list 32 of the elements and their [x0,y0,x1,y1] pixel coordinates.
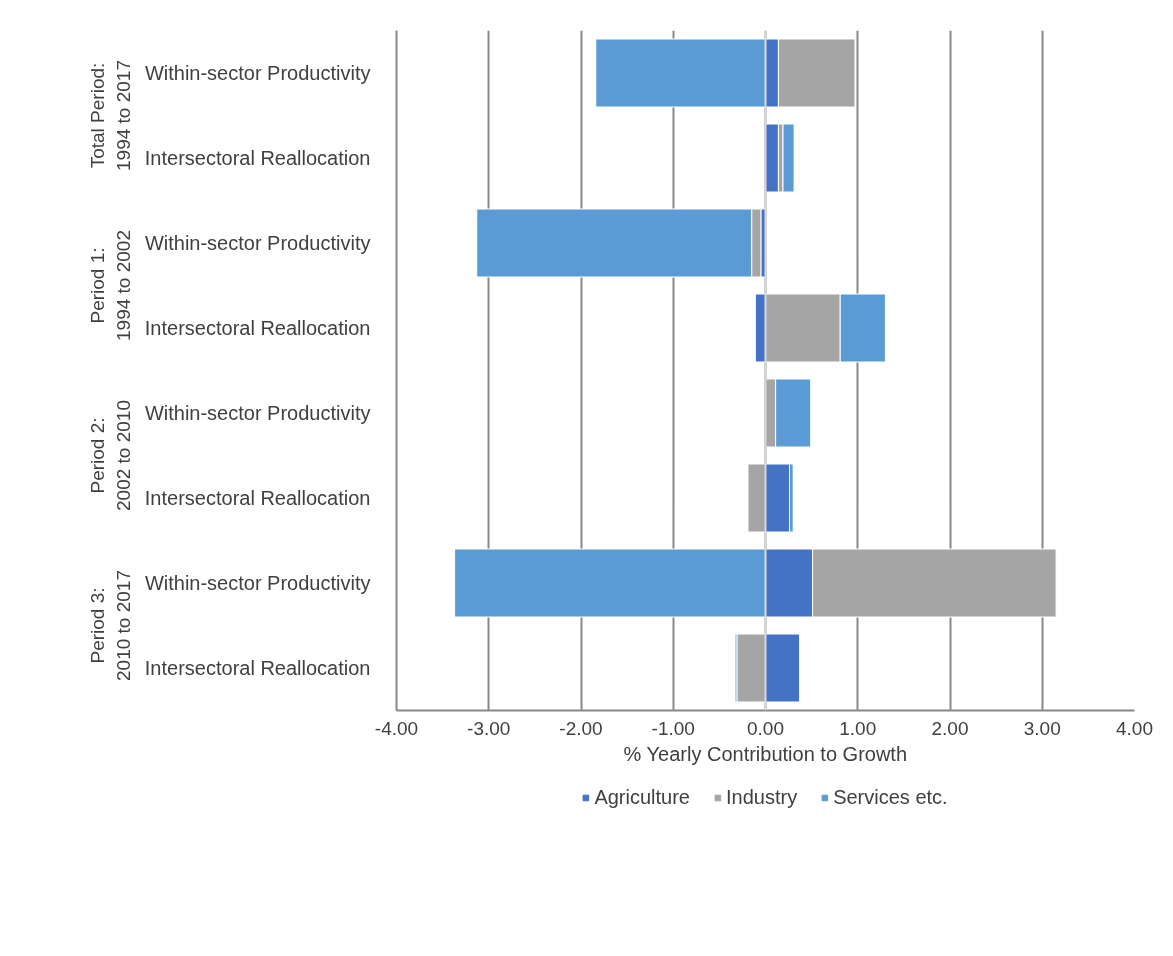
text: Period 3: 2010 to 2017 [87,570,134,681]
x-tick-label: -4.00 [374,717,419,739]
bar [754,293,766,363]
x-tick-label: -3.00 [467,717,511,739]
bar [747,463,766,533]
legend-label: Agriculture [594,785,690,809]
bar [454,548,766,618]
y-tick-label: Intersectoral Reallocation [144,317,371,339]
y-tick-label: Intersectoral Reallocation [144,487,371,509]
bar [736,633,766,703]
text: Period 2: 2002 to 2010 [87,400,134,511]
y-tick-label: Within-sector Productivity [144,402,371,424]
x-tick-label: 2.00 [931,717,969,739]
bar [765,633,801,703]
bar [595,38,766,108]
y-tick-label: Intersectoral Reallocation [144,657,371,679]
y-tick-label: Intersectoral Reallocation [144,147,371,169]
legend-label: Services etc. [833,785,948,809]
y-tick-label: Within-sector Productivity [144,572,371,594]
x-tick-label: -2.00 [559,717,603,739]
x-tick-label: 1.00 [839,717,877,739]
x-axis-title: % Yearly Contribution to Growth [623,742,908,765]
bar [782,123,795,193]
x-tick-label: 3.00 [1023,717,1061,739]
legend-label: Industry [725,785,798,809]
y-tick-label: Within-sector Productivity [144,62,371,84]
text: Period 1: 1994 to 2002 [87,230,134,341]
x-tick-label: -1.00 [651,717,695,739]
y-tick-label: Within-sector Productivity [144,232,371,254]
x-tick-label: 0.00 [747,717,784,739]
x-tick-label: 4.00 [1116,717,1153,739]
text: Total Period: 1994 to 2017 [87,60,134,171]
